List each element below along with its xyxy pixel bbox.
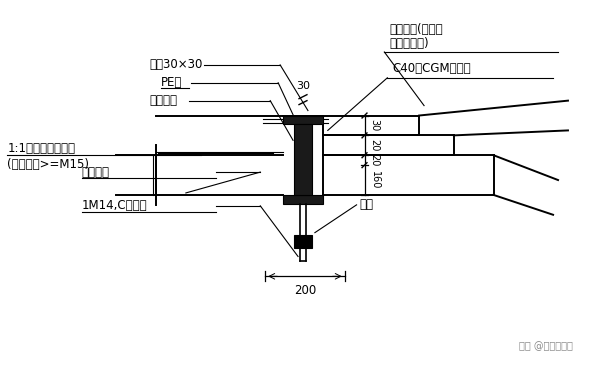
Text: 铬实、光滑): 铬实、光滑) xyxy=(389,37,429,50)
Bar xyxy=(323,115,419,135)
Text: (强度等级>=M15): (强度等级>=M15) xyxy=(7,158,89,171)
Text: 锚头: 锚头 xyxy=(359,198,374,211)
Text: 30: 30 xyxy=(370,120,379,132)
Text: 20: 20 xyxy=(370,139,379,151)
Text: PE棒: PE棒 xyxy=(161,76,182,89)
Bar xyxy=(323,155,494,195)
Bar xyxy=(283,115,323,124)
Text: 1M14,C级螺栓: 1M14,C级螺栓 xyxy=(82,199,147,212)
Text: 160: 160 xyxy=(370,171,379,189)
Bar xyxy=(323,135,454,155)
Text: C40级CGM灌浆料: C40级CGM灌浆料 xyxy=(392,63,471,75)
Text: 1:1水泥砂浆找平层: 1:1水泥砂浆找平层 xyxy=(7,142,75,155)
Text: 注胶30×30: 注胶30×30 xyxy=(149,58,203,71)
Text: 20: 20 xyxy=(370,154,379,166)
Bar xyxy=(294,124,312,195)
Bar xyxy=(283,195,323,204)
Text: 30: 30 xyxy=(296,81,310,91)
Text: 油毡一层: 油毡一层 xyxy=(82,166,110,179)
Text: 知乎 @装配式建筑: 知乎 @装配式建筑 xyxy=(519,341,573,351)
Bar xyxy=(156,155,283,195)
Text: 200: 200 xyxy=(294,284,316,297)
Bar xyxy=(294,235,312,248)
Text: 聚苯填充: 聚苯填充 xyxy=(149,94,177,107)
Text: 砂浆封堵(平整、: 砂浆封堵(平整、 xyxy=(389,23,443,36)
